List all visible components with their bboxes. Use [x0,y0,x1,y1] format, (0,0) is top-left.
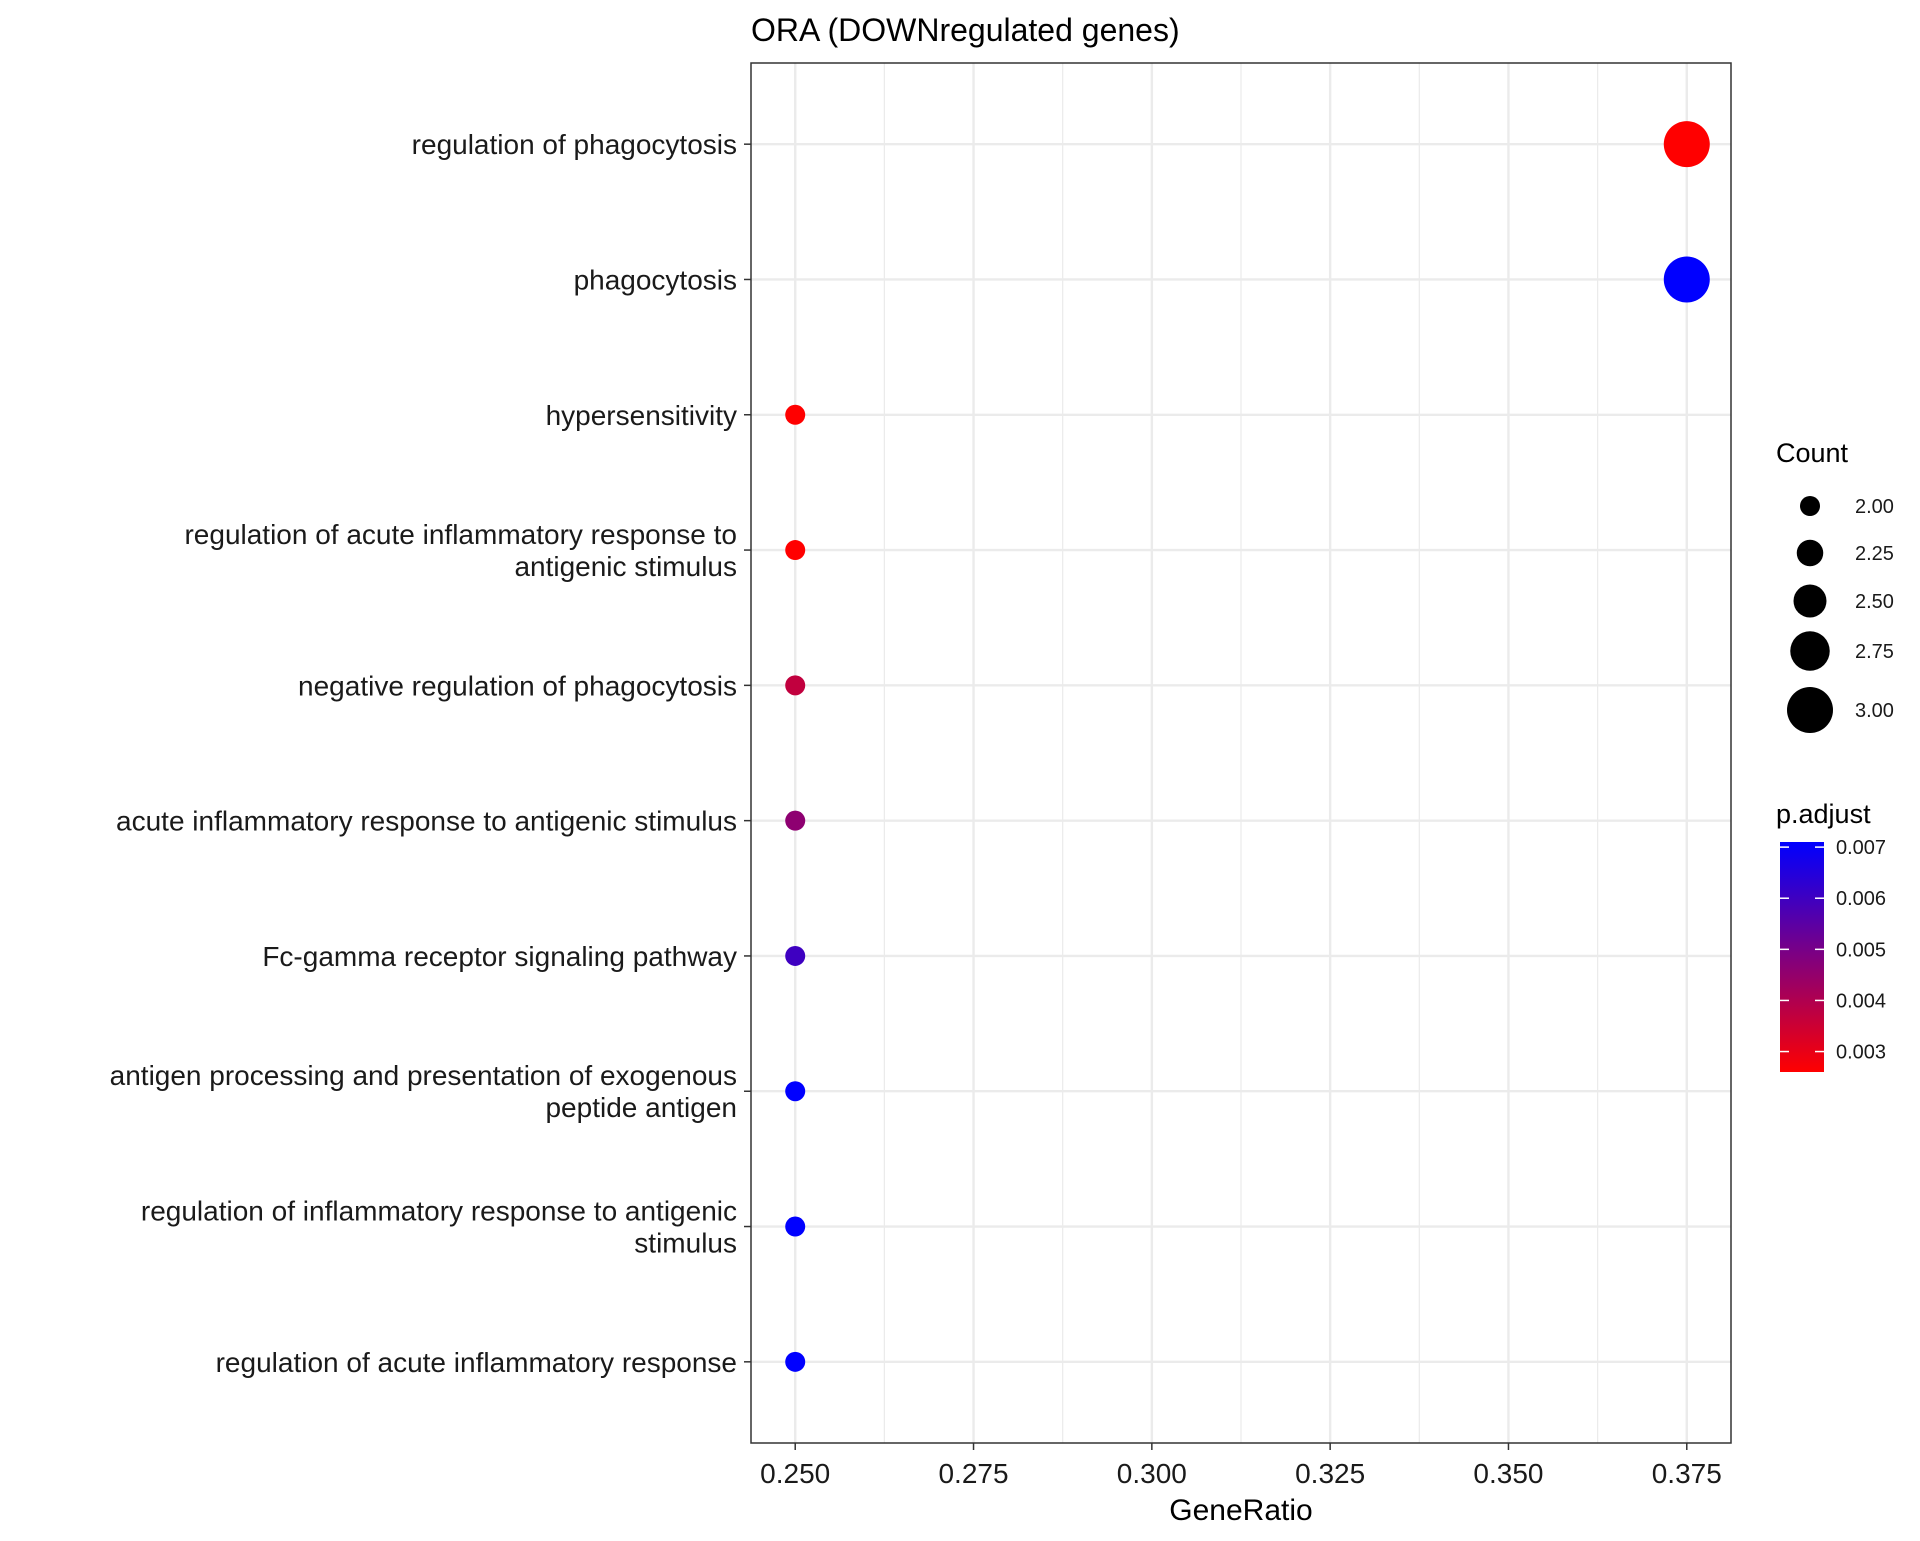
data-point [785,1216,806,1237]
data-point [785,675,806,696]
data-points [785,121,1710,1372]
y-axis: regulation of phagocytosis phagocytosis hy… [110,129,751,1378]
y-axis-category-label: stimulus [634,1228,737,1259]
color-legend-bar [1780,842,1824,1072]
data-point [785,540,806,561]
x-axis-tick-label: 0.250 [760,1458,830,1489]
p-adjust-color-legend: p.adjust 0.003 0.004 0.005 0.006 0.007 [1776,799,1886,1072]
y-axis-category-label: phagocytosis [574,264,737,295]
x-axis-tick-label: 0.300 [1117,1458,1187,1489]
count-size-legend: Count 2.00 2.25 2.50 2.75 3.00 [1776,438,1894,733]
size-legend-key [1793,584,1827,618]
color-legend-label: 0.004 [1836,990,1886,1012]
size-legend-key [1796,539,1824,567]
y-axis-category-label: regulation of acute inflammatory respons… [216,1347,737,1378]
minor-gridlines [883,63,1599,1443]
size-legend-key [1787,687,1833,733]
data-point [785,945,806,966]
y-axis-category-label: antigen processing and presentation of e… [110,1060,737,1091]
size-legend-label: 2.50 [1855,591,1894,613]
plot-panel-border [750,62,1732,1444]
color-legend-label: 0.007 [1836,837,1886,859]
size-legend-label: 2.75 [1855,641,1894,663]
x-axis-tick-label: 0.375 [1652,1458,1722,1489]
x-axis-tick-label: 0.350 [1473,1458,1543,1489]
size-legend-key [1790,631,1830,671]
y-axis-category-label: antigenic stimulus [514,551,737,582]
color-legend-label: 0.005 [1836,939,1886,961]
data-point [785,1081,806,1102]
y-axis-category-label: Fc-gamma receptor signaling pathway [262,941,737,972]
y-axis-category-label: hypersensitivity [546,400,737,431]
x-axis-title: GeneRatio [1169,1494,1312,1527]
y-axis-category-label: regulation of acute inflammatory respons… [184,519,737,550]
size-legend-label: 2.00 [1855,496,1894,518]
color-legend-title: p.adjust [1776,799,1871,829]
data-point [785,404,806,425]
x-axis-tick-label: 0.275 [938,1458,1008,1489]
y-axis-category-label: negative regulation of phagocytosis [298,670,737,701]
x-axis: 0.250 0.275 0.300 0.325 0.350 0.375 [760,1443,1722,1489]
major-gridlines [751,63,1731,1443]
color-legend-label: 0.003 [1836,1042,1886,1064]
y-axis-category-label: acute inflammatory response to antigenic… [116,806,737,837]
size-legend-label: 2.25 [1855,543,1894,565]
data-point [1663,121,1710,168]
size-legend-title: Count [1776,438,1849,468]
chart-title: ORA (DOWNregulated genes) [751,12,1180,48]
size-legend-key [1800,496,1820,516]
y-axis-category-label: peptide antigen [545,1092,737,1123]
y-axis-category-label: regulation of phagocytosis [412,129,737,160]
x-axis-tick-label: 0.325 [1295,1458,1365,1489]
data-point [785,810,806,831]
color-legend-label: 0.006 [1836,888,1886,910]
size-legend-label: 3.00 [1855,700,1894,722]
data-point [785,1351,806,1372]
data-point [1663,256,1710,303]
y-axis-category-label: regulation of inflammatory response to a… [141,1196,737,1227]
